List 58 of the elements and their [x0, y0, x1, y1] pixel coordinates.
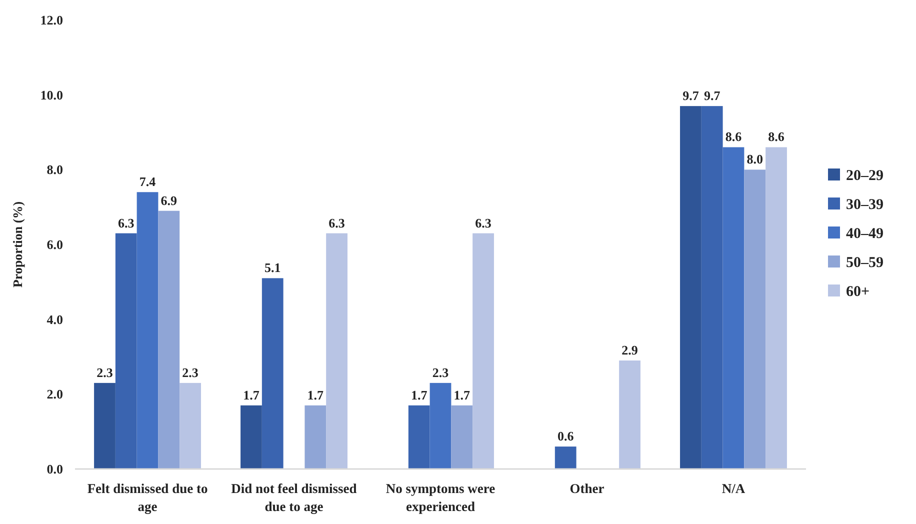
bar: [430, 382, 452, 469]
bar: [472, 233, 494, 469]
bar: [701, 106, 723, 469]
bar: [180, 382, 201, 469]
legend-label: 20–29: [846, 168, 884, 184]
bar: [619, 360, 640, 469]
data-label: 8.6: [768, 129, 785, 144]
bar: [766, 147, 787, 469]
legend-label: 60+: [846, 284, 870, 300]
x-tick-label: No symptoms were experienced: [386, 481, 496, 514]
bar: [94, 382, 116, 469]
legend-label: 40–49: [846, 226, 884, 242]
legend-label: 30–39: [846, 196, 884, 213]
bar: [554, 446, 576, 469]
data-label: 6.3: [118, 215, 135, 230]
y-tick-label: 2.0: [46, 386, 63, 402]
data-label: 7.4: [139, 174, 156, 190]
bar: [326, 233, 348, 469]
data-label: 2.3: [182, 364, 199, 380]
x-tick-label: Felt dismissed due to age: [87, 481, 208, 514]
x-tick-label: N/A: [722, 481, 746, 496]
y-tick-label: 12.0: [40, 12, 63, 28]
data-label: 8.6: [725, 129, 742, 144]
bar: [451, 405, 473, 469]
data-label: 9.7: [704, 88, 721, 104]
data-label: 1.7: [243, 387, 260, 402]
data-label: 0.6: [557, 428, 574, 444]
data-label: 6.3: [328, 215, 346, 230]
bar: [115, 233, 137, 469]
y-tick-label: 6.0: [46, 237, 63, 252]
y-tick-label: 8.0: [46, 162, 63, 178]
bar: [136, 192, 158, 469]
data-label: 8.0: [746, 152, 763, 167]
bar: [722, 147, 744, 469]
legend-label: 50–59: [846, 254, 884, 271]
y-tick-label: 4.0: [46, 312, 63, 327]
data-label: 9.7: [682, 88, 700, 104]
bar: [744, 170, 766, 469]
bar: [408, 405, 430, 469]
bar: [240, 405, 262, 469]
data-label: 1.7: [454, 387, 471, 402]
y-tick-label: 0.0: [46, 462, 63, 477]
data-label: 6.9: [160, 192, 178, 208]
bar: [158, 210, 180, 469]
x-tick-label: Other: [570, 481, 604, 496]
bar: [262, 278, 284, 469]
data-label: 2.3: [96, 364, 114, 380]
data-label: 2.3: [432, 364, 450, 380]
y-axis-title: Proportion (%): [10, 201, 25, 288]
y-tick-label: 10.0: [40, 87, 63, 102]
data-label: 1.7: [307, 387, 324, 402]
data-label: 1.7: [410, 387, 428, 402]
data-label: 5.1: [264, 260, 281, 276]
x-tick-label: Did not feel dismissed due to age: [231, 481, 358, 514]
bar: [680, 106, 702, 469]
bar: [304, 405, 326, 469]
data-label: 6.3: [475, 215, 492, 230]
data-label: 2.9: [622, 342, 638, 358]
